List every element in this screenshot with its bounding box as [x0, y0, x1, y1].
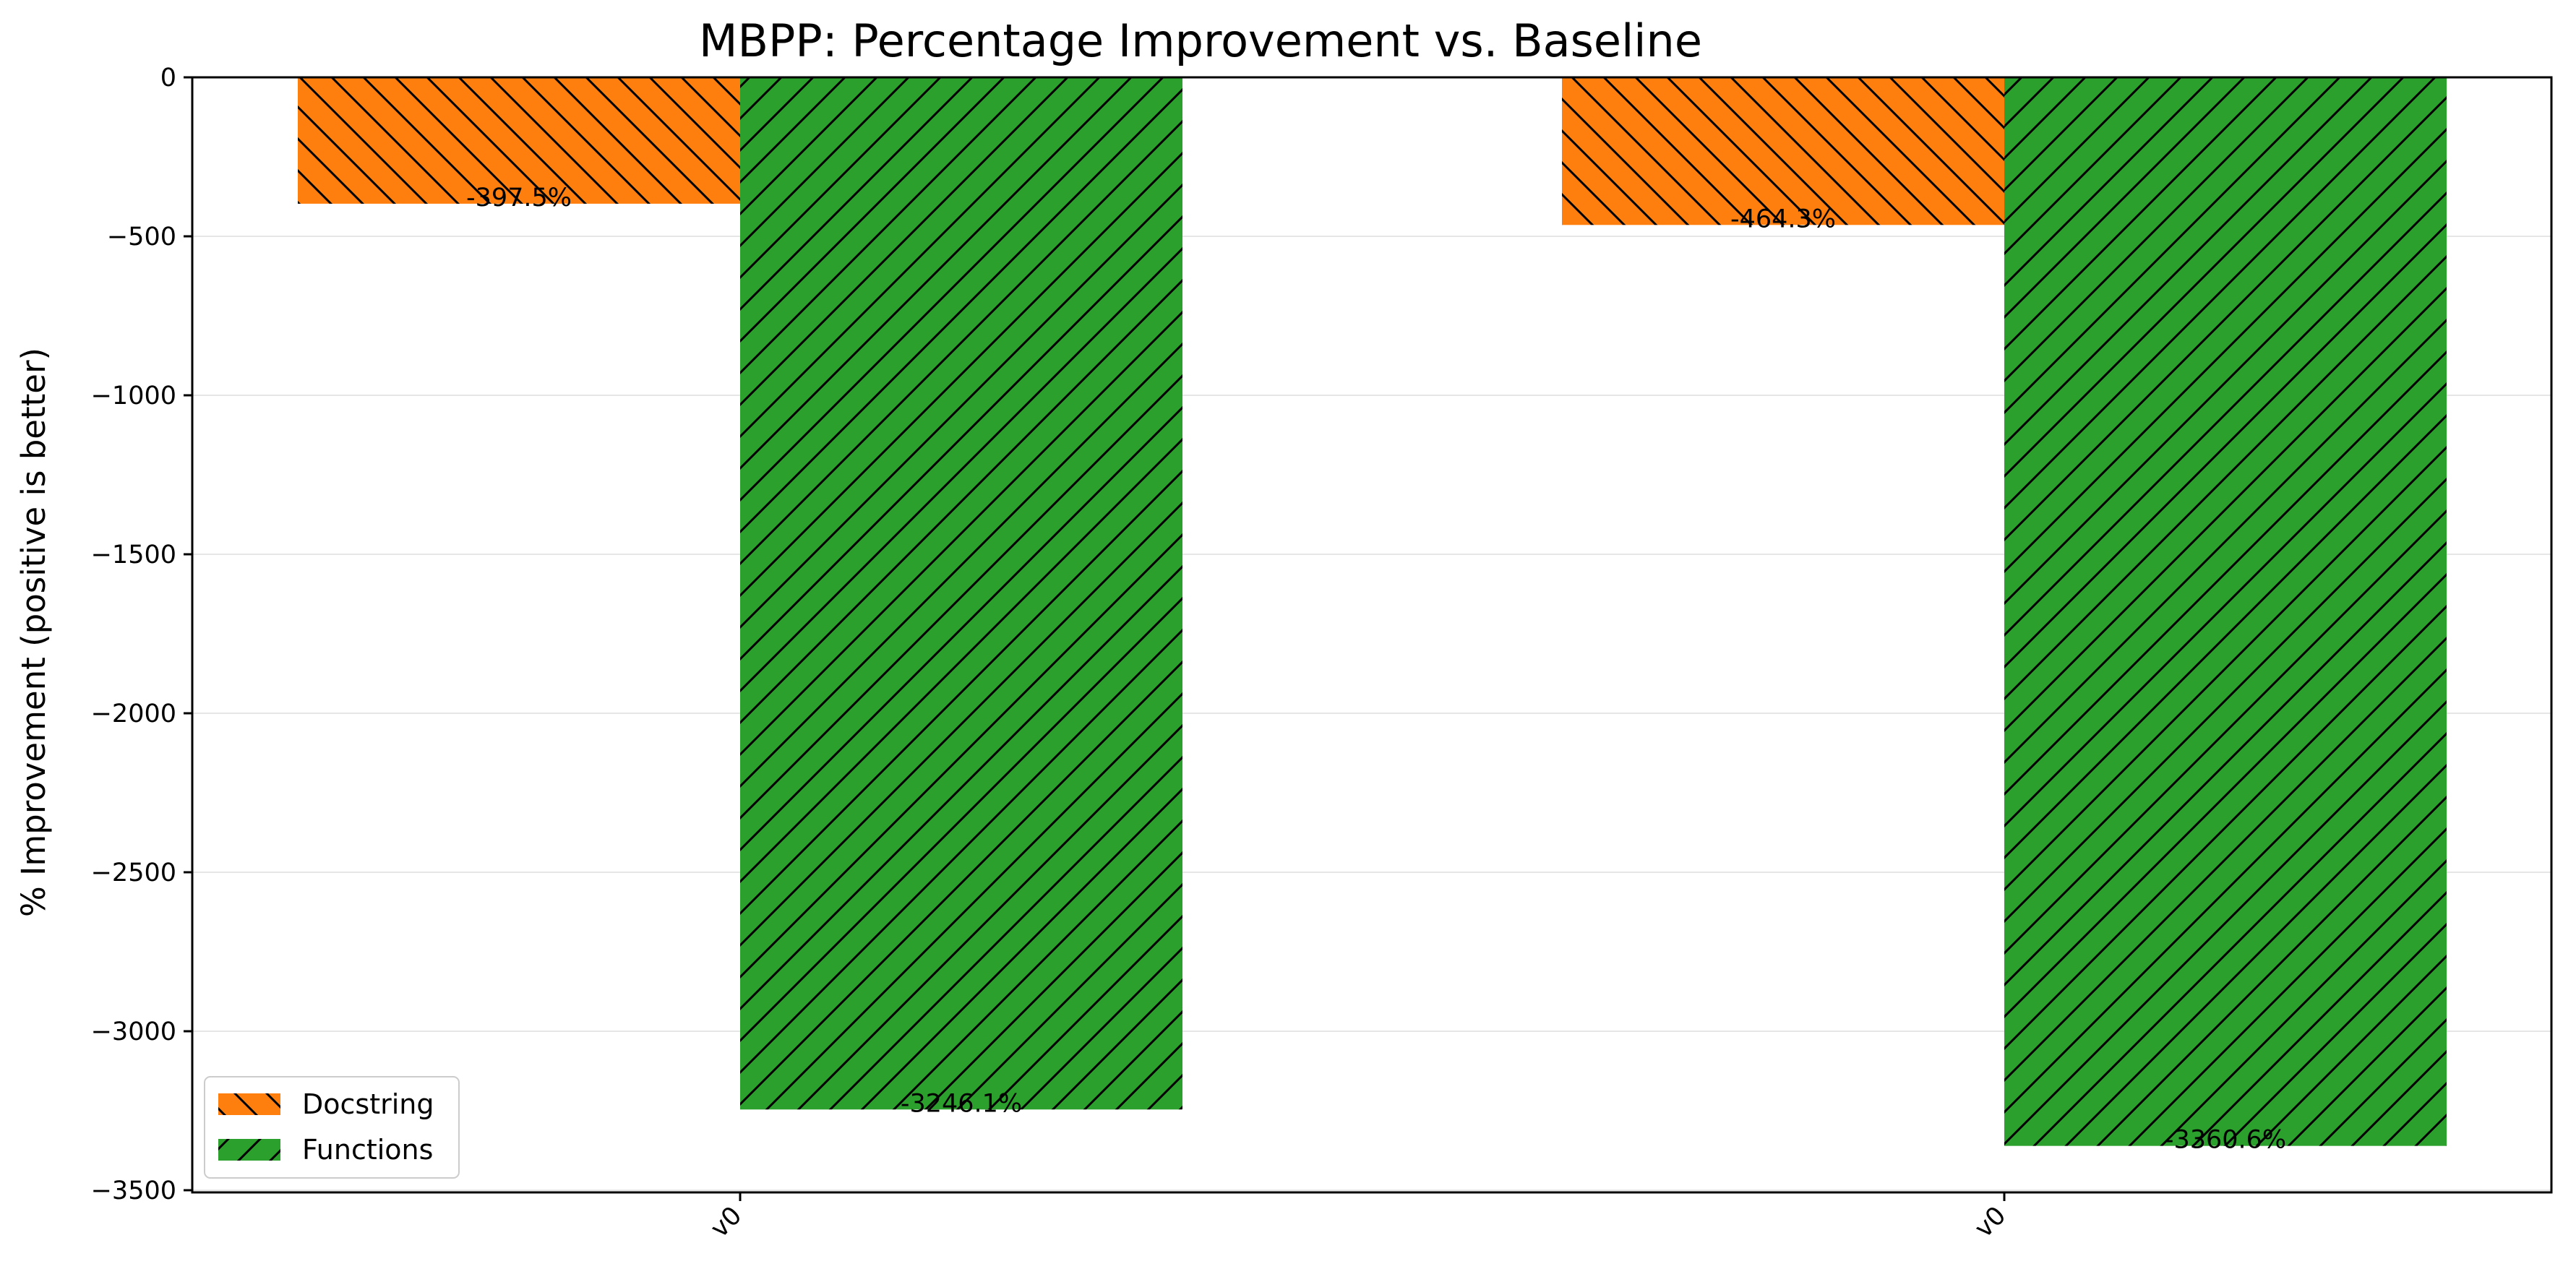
plot-frame — [191, 76, 2553, 1194]
bar-docstring-2 — [1562, 77, 2004, 225]
bar-functions-2 — [2004, 77, 2447, 1146]
y-tick-label: −3500 — [91, 1176, 176, 1205]
x-tick-label: v0 — [705, 1201, 748, 1244]
grid-lines — [192, 236, 2551, 1191]
y-axis-ticks: 0 −500 −1000 −1500 −2000 −2500 −3000 −3500 — [91, 64, 192, 1205]
bar-functions-1 — [740, 77, 1182, 1110]
legend-swatch-functions — [218, 1139, 280, 1161]
bar-value-label: -3246.1% — [901, 1089, 1022, 1118]
y-tick-label: −2000 — [91, 700, 176, 728]
bar-docstring-1 — [298, 77, 740, 204]
y-axis-label: % Improvement (positive is better) — [14, 348, 53, 917]
bar-value-label: -397.5% — [466, 184, 572, 212]
y-tick-label: −2500 — [91, 859, 176, 887]
y-tick-label: −3000 — [91, 1018, 176, 1046]
y-tick-label: −500 — [107, 223, 176, 251]
legend-swatch-docstring — [218, 1093, 280, 1115]
bar-value-label: -464.3% — [1730, 205, 1836, 233]
y-tick-label: −1000 — [91, 382, 176, 410]
legend-label-functions: Functions — [302, 1134, 433, 1166]
y-tick-label: 0 — [160, 64, 176, 93]
bar-value-label: -3360.6% — [2165, 1126, 2286, 1155]
legend: Docstring Functions — [204, 1076, 460, 1179]
bar-value-labels: -397.5% -464.3% -3246.1% -3360.6% — [466, 184, 2286, 1155]
bars — [298, 77, 2447, 1146]
x-axis-ticks: v0 v0 — [705, 1192, 2012, 1244]
x-tick-label: v0 — [1970, 1201, 2012, 1244]
chart-title: MBPP: Percentage Improvement vs. Baselin… — [699, 14, 1702, 67]
legend-label-docstring: Docstring — [302, 1088, 434, 1120]
y-tick-label: −1500 — [91, 541, 176, 569]
